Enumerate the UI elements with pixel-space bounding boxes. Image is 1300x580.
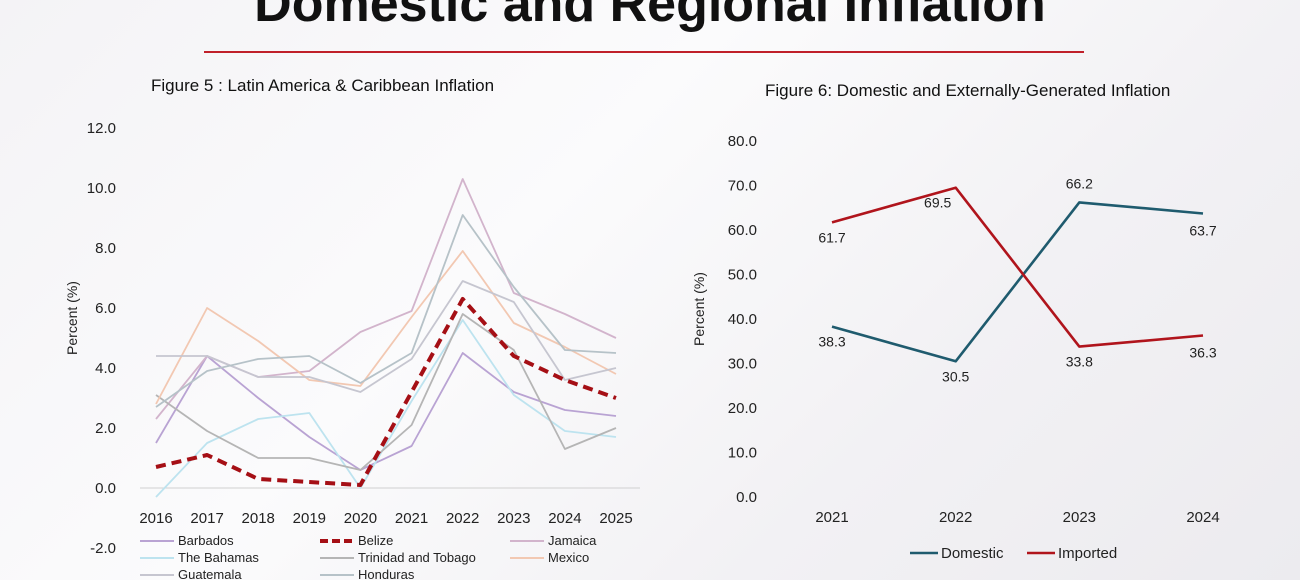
chart1-series-trinidad-and-tobago bbox=[155, 313, 617, 471]
chart2-legend-label-domestic: Domestic bbox=[941, 545, 1004, 562]
chart1-legend-label-trinidad-and-tobago: Trinidad and Tobago bbox=[358, 550, 476, 565]
page-title: Domestic and Regional Inflation bbox=[254, 0, 1046, 33]
chart2-y-axis-label: Percent (%) bbox=[691, 272, 707, 346]
chart1-legend-label-the-bahamas: The Bahamas bbox=[178, 550, 259, 565]
chart1-y-tick: 0.0 bbox=[95, 480, 116, 497]
chart1-series-mexico bbox=[155, 250, 617, 405]
chart1-x-tick: 2020 bbox=[344, 510, 377, 527]
chart1-legend-label-mexico: Mexico bbox=[548, 550, 589, 565]
chart1-series-the-bahamas bbox=[155, 319, 617, 498]
chart1-y-tick: 10.0 bbox=[87, 180, 116, 197]
chart1-legend-label-jamaica: Jamaica bbox=[548, 533, 597, 548]
chart2-data-label-domestic: 30.5 bbox=[942, 368, 969, 384]
chart2-y-tick: 0.0 bbox=[736, 489, 757, 506]
chart1-y-axis-label: Percent (%) bbox=[64, 281, 80, 355]
chart1-x-tick: 2019 bbox=[293, 510, 326, 527]
chart2-y-tick: 10.0 bbox=[728, 445, 757, 462]
chart2-y-tick: 80.0 bbox=[728, 133, 757, 150]
chart1-x-tick: 2016 bbox=[139, 510, 172, 527]
chart1-x-tick: 2018 bbox=[242, 510, 275, 527]
chart1-y-tick: 8.0 bbox=[95, 240, 116, 257]
chart1-x-tick: 2025 bbox=[599, 510, 632, 527]
chart1-legend-label-honduras: Honduras bbox=[358, 567, 415, 580]
chart2-y-tick: 70.0 bbox=[728, 178, 757, 195]
chart1-legend-label-belize: Belize bbox=[358, 533, 393, 548]
chart2-data-label-domestic: 66.2 bbox=[1066, 175, 1093, 191]
chart-domestic-external-inflation: Figure 6: Domestic and Externally-Genera… bbox=[691, 81, 1220, 562]
title-rule bbox=[204, 51, 1084, 53]
chart1-title: Figure 5 : Latin America & Caribbean Inf… bbox=[151, 76, 494, 95]
chart1-x-tick: 2023 bbox=[497, 510, 530, 527]
chart-latin-america-inflation: Figure 5 : Latin America & Caribbean Inf… bbox=[64, 76, 640, 580]
chart1-legend-label-barbados: Barbados bbox=[178, 533, 234, 548]
chart1-series-honduras bbox=[155, 214, 617, 408]
chart1-series-jamaica bbox=[155, 178, 617, 420]
chart2-y-tick: 50.0 bbox=[728, 267, 757, 284]
chart2-x-tick: 2023 bbox=[1063, 509, 1096, 526]
chart2-data-label-imported: 36.3 bbox=[1189, 344, 1216, 360]
chart1-x-tick: 2022 bbox=[446, 510, 479, 527]
chart2-series-domestic bbox=[831, 201, 1204, 363]
chart2-data-label-imported: 33.8 bbox=[1066, 354, 1093, 370]
chart1-y-tick: 2.0 bbox=[95, 420, 116, 437]
chart2-x-tick: 2021 bbox=[815, 509, 848, 526]
chart2-y-tick: 30.0 bbox=[728, 356, 757, 373]
chart2-y-tick: 40.0 bbox=[728, 311, 757, 328]
chart1-y-tick: 6.0 bbox=[95, 300, 116, 317]
chart2-data-label-domestic: 63.7 bbox=[1189, 223, 1216, 239]
chart2-data-label-domestic: 38.3 bbox=[818, 334, 845, 350]
chart1-x-tick: 2021 bbox=[395, 510, 428, 527]
chart2-data-label-imported: 61.7 bbox=[818, 229, 845, 245]
chart2-x-tick: 2024 bbox=[1186, 509, 1219, 526]
chart2-data-label-imported: 69.5 bbox=[924, 195, 951, 211]
chart1-y-tick: -2.0 bbox=[90, 540, 116, 557]
chart2-title: Figure 6: Domestic and Externally-Genera… bbox=[765, 81, 1170, 100]
chart2-y-tick: 60.0 bbox=[728, 222, 757, 239]
chart2-series-imported bbox=[831, 186, 1204, 348]
chart1-y-tick: 12.0 bbox=[87, 120, 116, 137]
chart1-series-belize bbox=[155, 297, 617, 487]
chart2-y-tick: 20.0 bbox=[728, 400, 757, 417]
chart2-legend-label-imported: Imported bbox=[1058, 545, 1117, 562]
chart1-x-tick: 2024 bbox=[548, 510, 581, 527]
chart1-y-tick: 4.0 bbox=[95, 360, 116, 377]
chart2-x-tick: 2022 bbox=[939, 509, 972, 526]
chart1-series-guatemala bbox=[156, 280, 617, 393]
chart1-legend-label-guatemala: Guatemala bbox=[178, 567, 242, 580]
chart1-x-tick: 2017 bbox=[190, 510, 223, 527]
